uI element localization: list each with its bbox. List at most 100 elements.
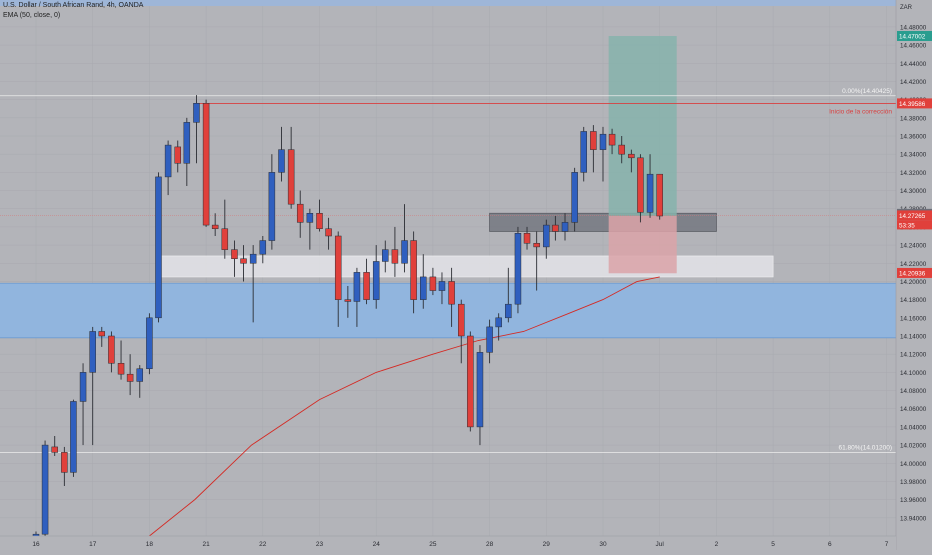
candle-body-bearish (51, 446, 58, 453)
candle-body-bearish (325, 228, 332, 237)
candle-body-bullish (136, 368, 144, 382)
candle (287, 126, 295, 209)
candle (552, 216, 559, 241)
candle-body-bearish (523, 233, 531, 244)
candle-body-bearish (117, 363, 125, 375)
candle-body-bearish (429, 276, 437, 291)
y-tick-label: 14.14000 (900, 334, 927, 341)
x-tick-label: 22 (259, 541, 267, 548)
candle (543, 219, 550, 259)
y-tick-label: 14.16000 (900, 315, 927, 322)
y-tick-label: 14.06000 (900, 406, 927, 413)
price-tag-label: 14.39586 (899, 101, 926, 108)
ema-line (149, 276, 660, 537)
candle-body-bearish (231, 249, 238, 259)
y-tick-label: 14.32000 (900, 170, 927, 177)
candle (146, 313, 153, 375)
candle (646, 154, 654, 218)
x-tick-label: 2 (715, 541, 719, 548)
price-tag (897, 30, 932, 41)
candle (401, 204, 408, 273)
candle (126, 354, 134, 396)
candle (608, 128, 616, 155)
y-tick-label: 14.04000 (900, 424, 927, 431)
y-tick-label: 14.18000 (900, 297, 927, 304)
candle-body-bullish (599, 133, 607, 150)
candle (193, 95, 200, 164)
y-tick-label: 14.20000 (900, 279, 927, 286)
candle-body-bullish (382, 249, 389, 262)
candle (61, 446, 68, 486)
candle-body-bullish (164, 144, 172, 178)
price-tag (897, 210, 932, 221)
price-tag-label: 14.27265 (899, 213, 926, 220)
candle-body-bearish (363, 272, 370, 300)
candle-body-bullish (580, 131, 587, 173)
candle (136, 365, 144, 398)
candle (561, 213, 569, 241)
candle (108, 331, 115, 373)
candle (51, 436, 58, 456)
y-tick-label: 14.34000 (900, 152, 927, 159)
candle (79, 363, 87, 446)
candle (89, 326, 96, 446)
candle (211, 213, 219, 236)
candle-body-bullish (543, 224, 550, 248)
y-tick-label: 14.44000 (900, 61, 927, 68)
candle-body-bearish (552, 224, 559, 232)
candle-body-bullish (561, 222, 569, 232)
candle (656, 173, 663, 220)
candle (382, 240, 389, 273)
symbol-title: U.S. Dollar / South African Rand, 4h, OA… (3, 2, 144, 9)
candle-body-bearish (126, 373, 134, 382)
countdown-tag (897, 220, 932, 230)
top-band (0, 0, 896, 6)
candle-body-bullish (41, 444, 49, 535)
candle-body-bearish (458, 303, 465, 337)
candle (495, 313, 502, 341)
y-tick-label: 14.02000 (900, 443, 927, 450)
candle (221, 199, 229, 259)
x-tick-label: 25 (429, 541, 437, 548)
candle (486, 319, 493, 364)
candle-body-bullish (79, 372, 87, 402)
y-tick-label: 14.36000 (900, 134, 927, 141)
candle (514, 226, 522, 314)
y-tick-label: 14.24000 (900, 243, 927, 250)
x-tick-label: Jul (656, 541, 665, 548)
price-tag-label: 14.47002 (899, 33, 926, 40)
price-tag-label: 14.20936 (899, 270, 926, 277)
candle-body-bearish (344, 299, 352, 302)
y-tick-label: 13.94000 (900, 515, 927, 522)
y-tick-label: 14.46000 (900, 43, 927, 50)
candle (618, 136, 625, 164)
candle-body-bullish (193, 103, 200, 123)
candle-body-bearish (61, 452, 68, 473)
candle (637, 154, 644, 223)
candle-body-bearish (211, 224, 219, 229)
candle-body-bearish (202, 103, 210, 226)
candle-body-bullish (486, 326, 493, 353)
candle-body-bearish (656, 173, 663, 217)
candle-body-bullish (268, 172, 276, 241)
candle-body-bearish (628, 153, 635, 159)
candle-body-bearish (221, 228, 229, 250)
y-tick-label: 14.30000 (900, 188, 927, 195)
candle-body-bullish (505, 303, 512, 319)
candle-body-bearish (448, 281, 455, 305)
x-tick-label: 16 (32, 541, 40, 548)
price-tag (897, 98, 932, 109)
x-tick-label: 29 (543, 541, 551, 548)
candle (505, 267, 512, 323)
candle (278, 126, 285, 182)
candle-body-bearish (240, 258, 247, 264)
candle (155, 172, 162, 323)
candle (580, 126, 587, 182)
y-tick-label: 13.98000 (900, 479, 927, 486)
candle-body-bearish (174, 146, 181, 164)
candle (391, 226, 399, 277)
y-tick-label: 14.22000 (900, 261, 927, 268)
candle-body-bullish (514, 233, 522, 305)
